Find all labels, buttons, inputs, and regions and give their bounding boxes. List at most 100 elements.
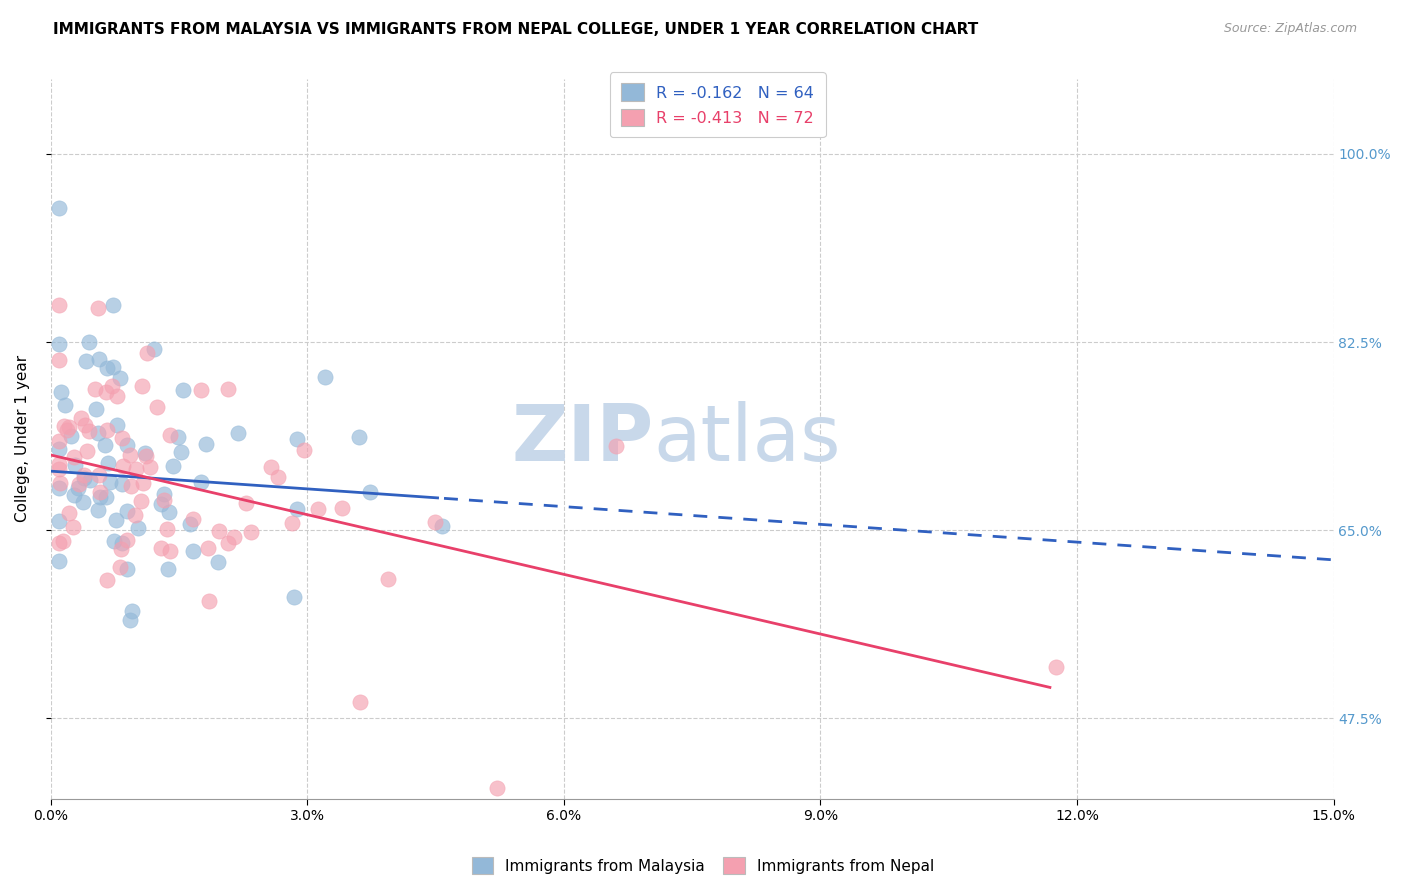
Point (125, 462, 148, 476)
Point (281, 516, 304, 530)
Point (285, 432, 308, 446)
Point (115, 438, 138, 452)
Point (217, 382, 239, 396)
Point (79, 473, 101, 487)
Point (96, 360, 118, 375)
Point (89, 484, 111, 499)
Point (76, 444, 98, 458)
Point (103, 533, 125, 548)
Point (138, 460, 160, 475)
Point (1045, 660, 1067, 674)
Point (60, 429, 83, 443)
Point (149, 541, 172, 555)
Point (149, 498, 172, 512)
Point (87, 301, 110, 316)
Point (111, 459, 134, 474)
Point (423, 515, 446, 529)
Point (170, 445, 193, 459)
Point (73, 467, 96, 482)
Point (486, 781, 509, 796)
Point (239, 525, 262, 540)
Point (48, 553, 70, 567)
Point (287, 502, 309, 516)
Point (124, 508, 146, 523)
Point (127, 521, 149, 535)
Point (101, 360, 124, 375)
Point (48, 442, 70, 457)
Point (94, 385, 117, 400)
Text: IMMIGRANTS FROM MALAYSIA VS IMMIGRANTS FROM NEPAL COLLEGE, UNDER 1 YEAR CORRELAT: IMMIGRANTS FROM MALAYSIA VS IMMIGRANTS F… (53, 22, 979, 37)
Point (207, 555, 229, 569)
Point (156, 562, 179, 576)
Point (49, 385, 72, 400)
Point (49, 476, 72, 491)
Point (66, 481, 89, 495)
Point (307, 501, 329, 516)
Point (432, 519, 454, 533)
Point (217, 536, 239, 550)
Point (120, 448, 142, 462)
Point (172, 384, 194, 398)
Point (143, 342, 166, 356)
Text: Source: ZipAtlas.com: Source: ZipAtlas.com (1223, 22, 1357, 36)
Text: ZIP: ZIP (512, 401, 654, 477)
Point (73, 470, 96, 484)
Point (107, 418, 129, 433)
Point (136, 345, 159, 359)
Point (72, 495, 94, 509)
Point (153, 487, 176, 501)
Point (52, 418, 75, 433)
Point (181, 543, 204, 558)
Point (226, 426, 249, 441)
Point (267, 469, 290, 483)
Point (105, 389, 128, 403)
Point (87, 352, 110, 367)
Point (132, 476, 155, 491)
Point (63, 488, 86, 502)
Point (134, 449, 156, 463)
Point (195, 437, 218, 451)
Point (235, 496, 257, 510)
Point (94, 490, 117, 504)
Point (62, 520, 84, 534)
Point (84, 401, 107, 416)
Legend: R = -0.162   N = 64, R = -0.413   N = 72: R = -0.162 N = 64, R = -0.413 N = 72 (610, 72, 825, 137)
Point (120, 479, 142, 493)
Point (67, 477, 90, 491)
Point (101, 378, 124, 392)
Point (77, 424, 100, 438)
Point (359, 484, 381, 499)
Point (179, 516, 201, 531)
Point (115, 562, 138, 576)
Point (58, 506, 80, 520)
Point (166, 430, 188, 444)
Point (86, 426, 108, 441)
Point (115, 533, 138, 548)
Point (111, 431, 134, 445)
Point (156, 522, 179, 536)
Point (48, 434, 70, 448)
Text: atlas: atlas (654, 401, 841, 477)
Point (89, 490, 111, 504)
Point (110, 542, 132, 557)
Point (349, 695, 371, 709)
Point (65, 458, 87, 472)
Point (377, 572, 399, 586)
Point (58, 419, 80, 434)
Point (104, 513, 127, 527)
Point (283, 590, 305, 604)
Point (63, 450, 86, 465)
Point (48, 298, 70, 312)
Point (94, 438, 117, 452)
Point (315, 370, 337, 384)
Point (181, 511, 204, 525)
Point (48, 536, 70, 550)
Point (96, 573, 118, 587)
Point (120, 613, 142, 627)
Point (197, 541, 219, 555)
Point (605, 439, 627, 453)
Point (153, 492, 176, 507)
Point (330, 501, 353, 516)
Point (48, 336, 70, 351)
Point (97, 456, 120, 470)
